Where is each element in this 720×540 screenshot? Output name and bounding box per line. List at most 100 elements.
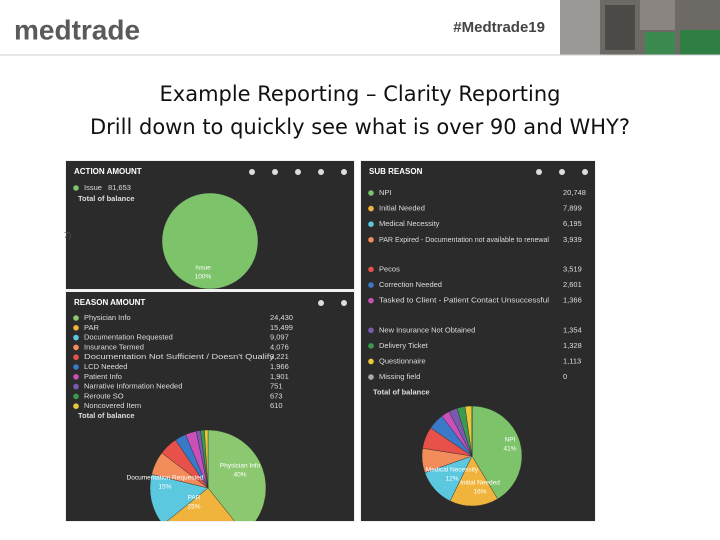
legend-value: 81,653: [108, 183, 131, 192]
legend-dot: [73, 393, 79, 400]
legend-dot: [368, 190, 374, 196]
pie-label-percent: 40%: [233, 472, 246, 479]
pie-label-name: Initial Needed: [460, 480, 500, 487]
logo: medtrade: [14, 14, 140, 45]
total-label: Total of balance: [78, 194, 135, 203]
pie-slice: [207, 429, 267, 521]
panel-icon: [582, 169, 588, 175]
panel-title: ACTION AMOUNT: [74, 167, 142, 176]
legend-name: Tasked to Client - Patient Contact Unsuc…: [379, 296, 549, 305]
legend-value: 1,366: [563, 296, 582, 305]
panel-icon: [295, 169, 301, 175]
legend-value: 6,195: [563, 219, 582, 228]
pie-label-percent: 12%: [445, 476, 458, 483]
panel-icon: [249, 169, 255, 175]
legend-dot: [73, 334, 79, 341]
legend-name: Pecos: [379, 264, 400, 273]
legend-dot: [368, 266, 374, 273]
pie-slice: [204, 429, 209, 489]
legend-dot: [368, 374, 374, 380]
legend-value: 15,499: [270, 323, 293, 332]
pie: [149, 429, 267, 521]
title-line: Example Reporting – Clarity Reporting: [160, 82, 561, 106]
pie-label-name: Documentation Requested: [127, 475, 204, 482]
legend-value: 20,748: [563, 188, 586, 197]
pie-label-name: NPI: [505, 437, 516, 444]
legend-value: 1,966: [270, 362, 289, 371]
pie-slice: [161, 192, 259, 289]
legend-dot: [73, 325, 79, 331]
pie-slice: [166, 487, 235, 521]
legend-name: Initial Needed: [379, 204, 425, 213]
pie-label-name: PAR: [188, 495, 201, 502]
pie-slice: [471, 405, 523, 500]
edge-text: 7): [64, 231, 71, 240]
legend-value: 2,601: [563, 280, 582, 289]
legend-dot: [73, 354, 79, 361]
legend-dot: [368, 237, 374, 243]
panel-title: SUB REASON: [369, 167, 423, 176]
legend-name: Issue: [84, 183, 102, 192]
pie-label-name: Medical Necessity: [426, 467, 479, 474]
legend-dot: [73, 383, 79, 390]
legend-name: Noncovered Item: [84, 401, 141, 410]
panel-icon: [272, 169, 278, 175]
pie-label-name: Issue: [195, 265, 211, 272]
legend-name: Delivery Ticket: [379, 341, 429, 350]
panel-icon: [318, 300, 324, 306]
pie-slice: [449, 455, 498, 507]
legend-dot: [73, 185, 79, 191]
panel-title: REASON AMOUNT: [74, 298, 145, 307]
total-label: Total of balance: [78, 411, 135, 420]
legend-name: Narrative Information Needed: [84, 382, 182, 391]
legend-value: 673: [270, 391, 283, 400]
legend-name: Documentation Requested: [84, 333, 173, 342]
legend-name: PAR: [84, 323, 99, 332]
legend-dot: [73, 315, 79, 321]
legend-name: LCD Needed: [84, 362, 127, 371]
pie: [161, 192, 259, 289]
legend-value: 4,076: [270, 342, 289, 351]
legend-name: Patient Info: [84, 372, 122, 381]
legend-name: Medical Necessity: [379, 219, 440, 228]
pie-label-percent: 100%: [195, 274, 212, 281]
legend-value: 1,113: [563, 356, 581, 365]
legend-name: New Insurance Not Obtained: [379, 325, 475, 334]
pie-label-percent: 25%: [187, 504, 200, 511]
legend-name: NPI: [379, 188, 392, 197]
photo-strip: [560, 0, 720, 55]
legend-name: Insurance Termed: [84, 342, 144, 351]
panel-icon: [536, 169, 542, 175]
legend-value: 24,430: [270, 313, 293, 322]
legend-value: 7,899: [563, 204, 582, 213]
legend-value: 3,221: [270, 352, 289, 361]
legend-name: Missing field: [379, 372, 420, 381]
legend-value: 751: [270, 382, 283, 391]
title-line: Drill down to quickly see what is over 9…: [90, 115, 630, 139]
legend-name: Questionnaire: [379, 356, 426, 365]
hashtag: #Medtrade19: [453, 19, 545, 36]
total-label: Total of balance: [373, 388, 430, 397]
legend-dot: [368, 221, 374, 227]
legend-dot: [73, 403, 79, 410]
legend-name: Correction Needed: [379, 280, 442, 289]
legend-name: Documentation Not Sufficient / Doesn't Q…: [84, 352, 274, 361]
panel-icon: [341, 300, 347, 306]
legend-value: 1,354: [563, 325, 582, 334]
legend-dot: [368, 297, 374, 304]
legend-dot: [368, 282, 374, 288]
panel-icon: [341, 169, 347, 175]
legend-dot: [73, 344, 79, 351]
legend-dot: [73, 364, 79, 370]
legend-name: PAR Expired - Documentation not availabl…: [379, 235, 549, 244]
legend-dot: [73, 374, 79, 380]
pie-label-percent: 16%: [473, 489, 486, 496]
legend-dot: [368, 343, 374, 349]
panel-icon: [318, 169, 324, 175]
legend-dot: [368, 327, 374, 334]
panel-icon: [559, 169, 565, 175]
pie-label-percent: 41%: [503, 446, 516, 453]
pie-label-percent: 15%: [158, 484, 171, 491]
legend-value: 1,901: [270, 372, 289, 381]
